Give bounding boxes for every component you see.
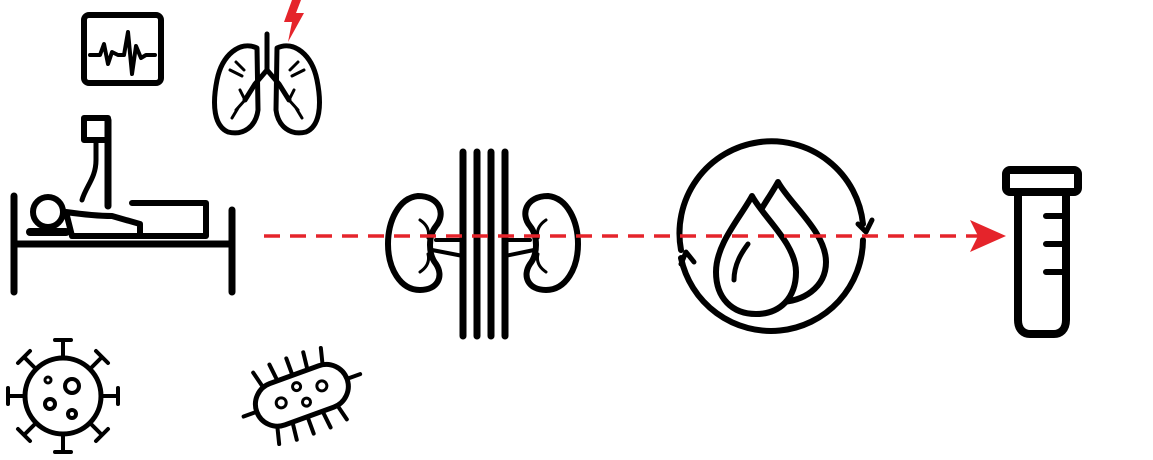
bacterium-icon (241, 345, 363, 447)
test-tube-icon (1002, 166, 1082, 338)
blood-circulation-icon (676, 138, 875, 334)
ecg-monitor-icon (81, 12, 164, 86)
flow-arrow-head (970, 220, 1006, 252)
virus-icon (6, 338, 120, 454)
patient-bed-iv-icon (10, 115, 236, 296)
flow-arrow (264, 220, 1006, 252)
lungs-with-lightning-icon (212, 0, 322, 136)
kidneys-with-vessels-icon (385, 148, 581, 340)
lightning-icon (284, 0, 304, 42)
